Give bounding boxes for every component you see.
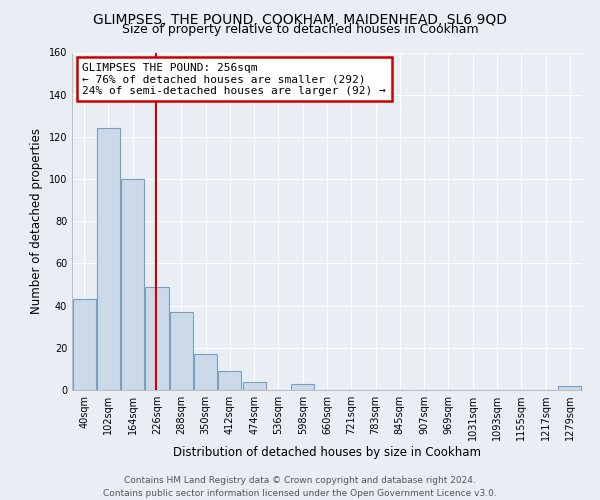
Bar [97, 128, 120, 390]
X-axis label: Distribution of detached houses by size in Cookham: Distribution of detached houses by size … [173, 446, 481, 459]
Bar [145, 286, 169, 390]
Text: GLIMPSES THE POUND: 256sqm
← 76% of detached houses are smaller (292)
24% of sem: GLIMPSES THE POUND: 256sqm ← 76% of deta… [82, 62, 386, 96]
Text: Contains HM Land Registry data © Crown copyright and database right 2024.
Contai: Contains HM Land Registry data © Crown c… [103, 476, 497, 498]
Text: GLIMPSES, THE POUND, COOKHAM, MAIDENHEAD, SL6 9QD: GLIMPSES, THE POUND, COOKHAM, MAIDENHEAD… [93, 12, 507, 26]
Bar [218, 371, 241, 390]
Bar [170, 312, 193, 390]
Text: Size of property relative to detached houses in Cookham: Size of property relative to detached ho… [122, 22, 478, 36]
Bar [194, 354, 217, 390]
Bar [559, 386, 581, 390]
Bar [242, 382, 266, 390]
Bar [121, 179, 144, 390]
Bar [73, 300, 95, 390]
Bar [291, 384, 314, 390]
Y-axis label: Number of detached properties: Number of detached properties [30, 128, 43, 314]
